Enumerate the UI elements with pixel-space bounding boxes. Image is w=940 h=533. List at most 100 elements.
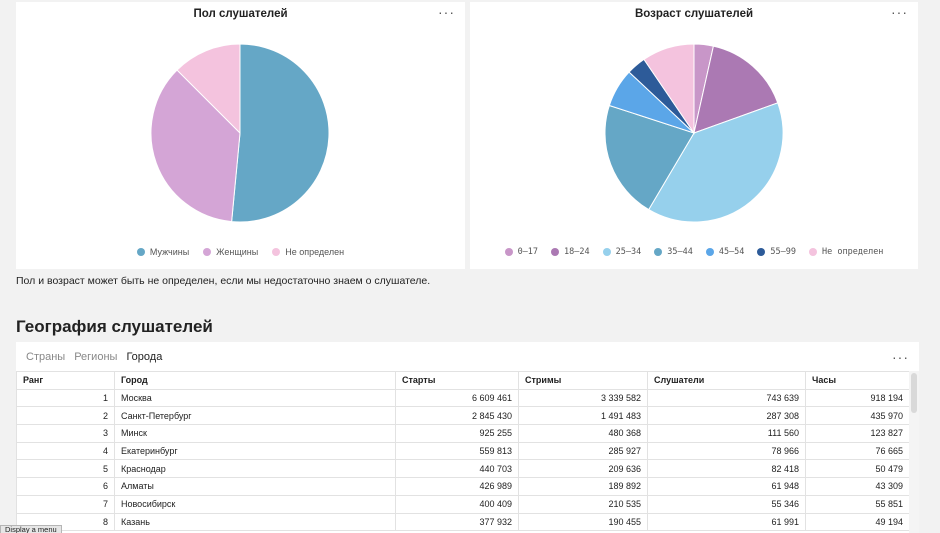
cell-starts: 440 703 <box>395 459 519 479</box>
age-pie-slice[interactable] <box>693 45 779 134</box>
cell-listeners: 78 966 <box>647 441 806 461</box>
age-legend-item[interactable]: 25–34 <box>602 247 642 257</box>
table-more-menu-icon[interactable]: ··· <box>892 349 909 365</box>
table-row[interactable]: 7 Новосибирск 400 409 210 535 55 346 55 851 <box>16 494 910 514</box>
age-legend-item[interactable]: 45–54 <box>705 247 744 257</box>
cell-listeners: 743 639 <box>647 388 806 408</box>
table-row[interactable]: 2 Санкт-Петербург 2 845 430 1 491 483 287 30… <box>16 406 910 426</box>
age-legend-item[interactable]: 18–24 <box>551 247 590 257</box>
legend-dot-icon <box>203 248 212 256</box>
cell-hours: 49 194 <box>805 512 910 532</box>
col-header-streams[interactable]: Стримы <box>518 371 648 390</box>
age-legend-item[interactable]: 0–17 <box>504 247 539 257</box>
table-row[interactable]: 8 Казань 377 932 190 455 61 991 49 194 <box>16 512 910 532</box>
cell-starts: 377 932 <box>395 512 519 532</box>
age-chart-title: Возраст слушателей <box>634 8 754 20</box>
gender-pie-chart <box>150 43 330 223</box>
legend-dot-icon <box>757 248 766 256</box>
age-pie-slice[interactable] <box>604 104 695 211</box>
cell-streams: 3 339 582 <box>518 388 648 408</box>
age-more-menu-icon[interactable]: ··· <box>891 4 908 20</box>
legend-label: 0–17 <box>517 247 539 257</box>
gender-chart-card: Пол слушателей ··· Мужчины Женщины Не опре… <box>16 2 465 269</box>
legend-label: Не определен <box>822 247 884 257</box>
cell-city: Екатеринбург <box>114 441 396 461</box>
legend-label: Женщины <box>216 247 259 257</box>
cell-city: Алматы <box>114 477 396 496</box>
legend-label: 25–34 <box>615 247 642 257</box>
gender-legend-item[interactable]: Не определен <box>272 247 344 257</box>
menu-tooltip: Display a menu <box>0 525 62 533</box>
cell-rank: 6 <box>16 477 115 496</box>
table-row[interactable]: 6 Алматы 426 989 189 892 61 948 43 309 <box>16 477 910 496</box>
col-header-city[interactable]: Город <box>114 371 396 390</box>
gender-legend-item[interactable]: Женщины <box>203 247 258 257</box>
cell-starts: 426 989 <box>395 477 519 496</box>
table-row[interactable]: 5 Краснодар 440 703 209 636 82 418 50 479 <box>16 459 910 479</box>
cell-starts: 559 813 <box>395 441 519 461</box>
geography-table-card: Страны Регионы Города ··· Ранг Город Ста… <box>16 342 919 533</box>
cell-city: Краснодар <box>114 459 396 479</box>
cell-starts: 925 255 <box>395 424 519 443</box>
age-legend-item[interactable]: Не определен <box>809 247 883 257</box>
cell-hours: 123 827 <box>805 424 910 443</box>
legend-dot-icon <box>602 248 611 256</box>
legend-dot-icon <box>136 248 145 256</box>
age-legend-item[interactable]: 35–44 <box>654 247 693 257</box>
age-pie-slice[interactable] <box>648 102 784 223</box>
age-pie-slice[interactable] <box>643 43 695 135</box>
cell-streams: 1 491 483 <box>518 406 648 426</box>
cell-streams: 210 535 <box>518 494 648 514</box>
gender-legend-item[interactable]: Мужчины <box>136 247 190 257</box>
age-legend: 0–17 18–24 25–34 35–44 45–54 55–99 Не определе… <box>470 247 918 257</box>
legend-dot-icon <box>705 248 714 256</box>
tab-cities[interactable]: Города <box>126 351 163 363</box>
col-header-rank[interactable]: Ранг <box>16 371 115 390</box>
cell-hours: 76 665 <box>805 441 910 461</box>
geography-section-title: География слушателей <box>16 317 213 336</box>
table-body: 1 Москва 6 609 461 3 339 582 743 639 918 194 2… <box>16 388 910 532</box>
table-row[interactable]: 4 Екатеринбург 559 813 285 927 78 966 76 665 <box>16 441 910 461</box>
cell-starts: 400 409 <box>395 494 519 514</box>
table-row[interactable]: 1 Москва 6 609 461 3 339 582 743 639 918 194 <box>16 388 910 408</box>
cell-city: Новосибирск <box>114 494 396 514</box>
age-chart-card: Возраст слушателей ··· 0–17 18–24 25–34 35–… <box>470 2 918 269</box>
tab-regions[interactable]: Регионы <box>74 351 118 363</box>
cell-city: Санкт-Петербург <box>114 406 396 426</box>
table-header-row: Ранг Город Старты Стримы Слушатели Часы <box>16 371 910 390</box>
col-header-hours[interactable]: Часы <box>805 371 910 390</box>
cell-city: Москва <box>114 388 396 408</box>
cell-rank: 5 <box>16 459 115 479</box>
legend-dot-icon <box>551 248 560 256</box>
gender-pie-slice[interactable] <box>176 43 241 135</box>
cell-streams: 209 636 <box>518 459 648 479</box>
col-header-listeners[interactable]: Слушатели <box>647 371 806 390</box>
table-row[interactable]: 3 Минск 925 255 480 368 111 560 123 827 <box>16 424 910 443</box>
col-header-starts[interactable]: Старты <box>395 371 519 390</box>
gender-pie-slice[interactable] <box>231 43 330 223</box>
cell-listeners: 61 991 <box>647 512 806 532</box>
demographics-note: Пол и возраст может быть не определен, е… <box>16 275 431 287</box>
cell-hours: 918 194 <box>805 388 910 408</box>
cell-rank: 2 <box>16 406 115 426</box>
cell-rank: 7 <box>16 494 115 514</box>
age-legend-item[interactable]: 55–99 <box>757 247 796 257</box>
legend-label: 55–99 <box>770 247 797 257</box>
gender-chart-title: Пол слушателей <box>193 8 288 20</box>
cell-rank: 3 <box>16 424 115 443</box>
cell-hours: 50 479 <box>805 459 910 479</box>
cell-city: Казань <box>114 512 396 532</box>
cell-city: Минск <box>114 424 396 443</box>
cell-rank: 1 <box>16 388 115 408</box>
cell-listeners: 111 560 <box>647 424 806 443</box>
gender-pie-slice[interactable] <box>150 69 241 223</box>
legend-label: Мужчины <box>149 247 190 257</box>
gender-legend: Мужчины Женщины Не определен <box>16 247 465 257</box>
cell-hours: 43 309 <box>805 477 910 496</box>
gender-more-menu-icon[interactable]: ··· <box>438 4 455 20</box>
tab-countries[interactable]: Страны <box>26 351 66 363</box>
table-scrollbar[interactable] <box>909 371 919 533</box>
cities-table: Ранг Город Старты Стримы Слушатели Часы … <box>16 371 910 532</box>
table-scrollbar-thumb[interactable] <box>911 373 917 413</box>
cell-streams: 480 368 <box>518 424 648 443</box>
